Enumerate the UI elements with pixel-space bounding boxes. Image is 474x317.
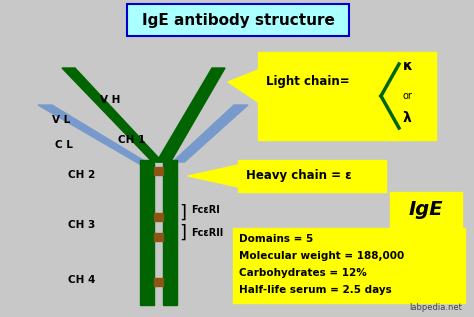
FancyBboxPatch shape	[127, 4, 349, 36]
Text: CH 4: CH 4	[68, 275, 95, 285]
Text: IgE antibody structure: IgE antibody structure	[142, 12, 335, 28]
Bar	[163, 160, 177, 305]
Polygon shape	[156, 68, 225, 162]
Bar	[154, 233, 163, 241]
Polygon shape	[228, 70, 258, 102]
Text: FcεRII: FcεRII	[191, 228, 223, 238]
Text: V H: V H	[100, 95, 120, 105]
Polygon shape	[188, 165, 238, 187]
Text: CH 2: CH 2	[68, 170, 95, 180]
Bar	[140, 160, 154, 305]
Bar	[233, 228, 465, 303]
Text: λ: λ	[403, 111, 412, 125]
Text: labpedia.net: labpedia.net	[409, 303, 462, 312]
Text: IgE: IgE	[409, 200, 443, 219]
Polygon shape	[173, 105, 248, 162]
Bar	[154, 278, 163, 286]
Bar	[390, 192, 462, 227]
Text: Light chain=: Light chain=	[266, 75, 350, 88]
Text: C L: C L	[55, 140, 73, 150]
Text: FcεRI: FcεRI	[191, 205, 220, 215]
Text: Domains = 5: Domains = 5	[239, 234, 313, 244]
Bar	[154, 213, 163, 221]
Text: κ: κ	[403, 59, 413, 73]
Text: V L: V L	[52, 115, 70, 125]
Text: ]: ]	[179, 204, 186, 222]
Text: CH 3: CH 3	[68, 220, 95, 230]
Bar	[154, 167, 163, 175]
Text: CH 1: CH 1	[118, 135, 145, 145]
Text: Molecular weight = 188,000: Molecular weight = 188,000	[239, 251, 404, 261]
Text: ]: ]	[179, 224, 186, 242]
Text: Heavy chain = ε: Heavy chain = ε	[246, 170, 352, 183]
Polygon shape	[62, 68, 163, 162]
Text: Half-life serum = 2.5 days: Half-life serum = 2.5 days	[239, 285, 392, 295]
Text: or: or	[403, 91, 413, 101]
Bar	[258, 52, 436, 140]
Polygon shape	[38, 105, 155, 167]
Text: Carbohydrates = 12%: Carbohydrates = 12%	[239, 268, 367, 278]
Bar	[238, 160, 386, 192]
